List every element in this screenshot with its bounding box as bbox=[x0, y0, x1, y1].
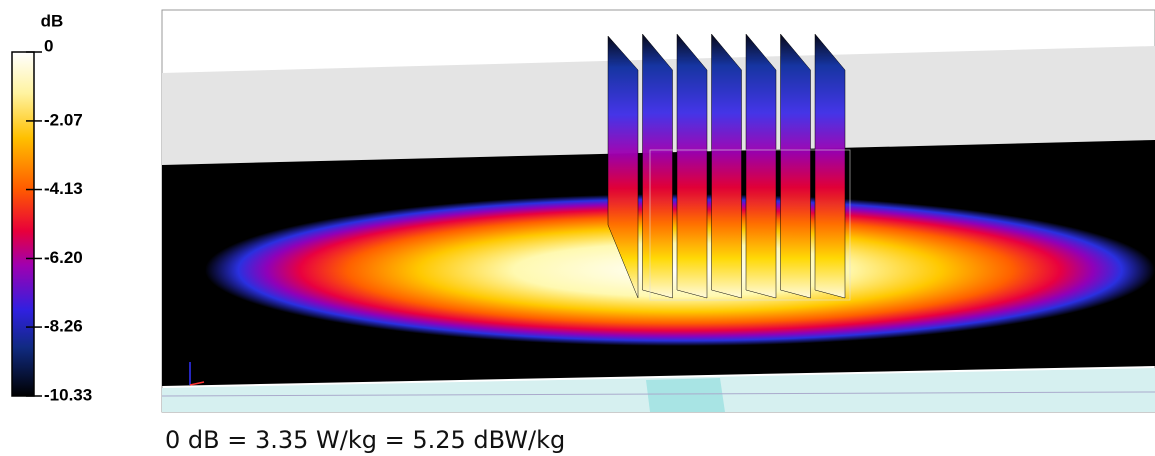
sar-slice bbox=[711, 33, 742, 299]
colorbar-ticks: 0 -2.07 -4.13 -6.20 -8.26 -10.33 bbox=[26, 36, 92, 404]
colorbar-unit: dB bbox=[41, 11, 64, 30]
sar-slice bbox=[642, 33, 673, 299]
tick-label: -2.07 bbox=[44, 110, 83, 129]
tick-label: 0 bbox=[44, 36, 53, 55]
scene-view bbox=[161, 9, 1155, 413]
caption: 0 dB = 3.35 W/kg = 5.25 dBW/kg bbox=[165, 426, 565, 454]
sar-slice bbox=[607, 35, 639, 299]
sar-slice bbox=[745, 33, 777, 299]
sar-slice bbox=[676, 33, 708, 299]
tick-label: -10.33 bbox=[44, 385, 92, 404]
sar-slice bbox=[814, 33, 846, 299]
colorbar bbox=[11, 51, 35, 397]
tick-label: -8.26 bbox=[44, 317, 83, 336]
tick-label: -4.13 bbox=[44, 179, 83, 198]
sar-slice bbox=[780, 33, 811, 299]
tick-label: -6.20 bbox=[44, 248, 83, 267]
